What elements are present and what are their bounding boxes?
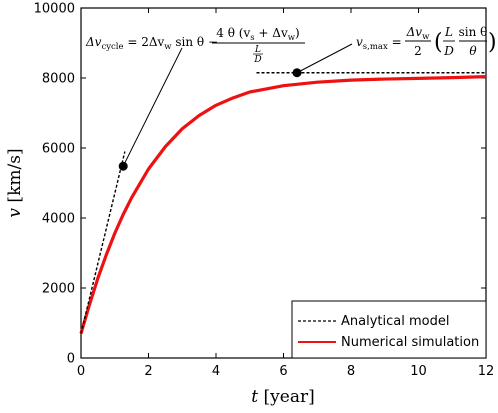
y-tick-label: 2000 [42, 282, 75, 297]
series-line-numerical-simulation [79, 75, 487, 334]
svg-text:Δvw: Δvw [406, 25, 430, 42]
y-axis-label: v [km/s] [5, 148, 25, 217]
svg-text:L: L [444, 25, 453, 39]
svg-text:Δvcycle = 2Δvw sin θ −: Δvcycle = 2Δvw sin θ − [85, 35, 218, 52]
axis-ticks: 0 2 4 6 8 10 12 0 2000 4000 6000 8000 10000 [34, 2, 495, 380]
max-formula-annotation: vs,max = Δvw 2 ( L D sin θ θ ) [356, 25, 497, 58]
y-tick-label: 8000 [42, 72, 75, 87]
x-tick-label: 10 [410, 364, 427, 379]
cycle-formula-annotation: Δvcycle = 2Δvw sin θ − 4 θ (vs + Δvw) L … [85, 26, 305, 65]
series-line-analytical-model-segment [80, 151, 126, 334]
x-tick-label: 0 [77, 364, 85, 379]
x-tick-label: 8 [347, 364, 355, 379]
svg-text:sin θ: sin θ [459, 25, 488, 39]
svg-text:θ: θ [469, 44, 477, 58]
y-tick-label: 6000 [42, 142, 75, 157]
y-tick-label: 4000 [42, 212, 75, 227]
legend: Analytical model Numerical simulation [291, 300, 487, 359]
y-tick-label: 0 [67, 352, 75, 367]
x-tick-label: 4 [212, 364, 220, 379]
svg-text:D: D [443, 44, 454, 58]
svg-text:2: 2 [414, 44, 422, 58]
svg-text:vs,max =: vs,max = [356, 35, 402, 52]
y-tick-label: 10000 [34, 2, 75, 17]
x-tick-label: 6 [279, 364, 287, 379]
x-tick-label: 12 [478, 364, 495, 379]
svg-text:D: D [253, 55, 261, 65]
svg-text:4 θ (vs + Δvw): 4 θ (vs + Δvw) [216, 26, 299, 43]
svg-text:): ) [488, 30, 497, 55]
max-leader-line [296, 43, 353, 74]
legend-label-analytical: Analytical model [341, 314, 449, 329]
legend-box [291, 300, 487, 359]
x-axis-label: t [year] [251, 387, 314, 407]
x-tick-label: 2 [144, 364, 152, 379]
svg-text:(: ( [434, 30, 443, 55]
series-layer [79, 72, 487, 334]
legend-label-numerical: Numerical simulation [341, 335, 479, 350]
svg-text:L: L [254, 45, 261, 55]
cycle-leader-line [122, 47, 183, 167]
